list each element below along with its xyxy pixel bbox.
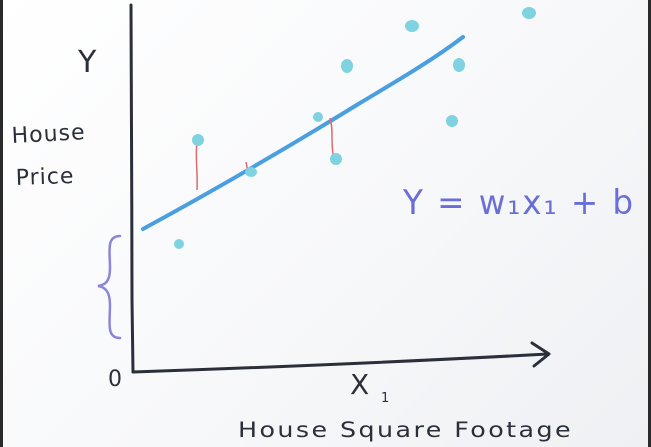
residual-line: [329, 117, 335, 159]
whiteboard-frame-left: [0, 0, 3, 447]
x-axis-subscript: 1: [381, 391, 389, 406]
data-point: [313, 112, 323, 122]
data-points: [174, 7, 536, 249]
regression-equation: Y = w₁x₁ + b: [402, 183, 635, 223]
regression-line: [141, 35, 465, 231]
residuals: [195, 117, 335, 191]
data-point: [330, 153, 342, 165]
y-axis-name-line2: Price: [15, 164, 75, 191]
data-point: [405, 20, 419, 32]
x-axis-arrowhead: [530, 341, 551, 368]
x-axis-name: House Square Footage: [238, 418, 573, 442]
y-axis: [129, 3, 135, 374]
data-point: [174, 239, 184, 249]
data-point: [245, 167, 257, 177]
data-point: [192, 134, 204, 146]
y-axis-letter: Y: [77, 45, 97, 80]
x-axis-letter: X: [350, 368, 369, 401]
data-point: [341, 59, 353, 73]
data-point: [522, 7, 536, 19]
data-point: [446, 115, 458, 127]
origin-label: 0: [108, 367, 122, 392]
data-point: [453, 58, 465, 72]
axes: [129, 3, 551, 374]
intercept-brace: [97, 234, 122, 340]
residual-line: [195, 141, 198, 191]
y-axis-name-line1: House: [11, 120, 86, 149]
x-axis: [131, 352, 550, 374]
whiteboard-frame-right: [648, 0, 651, 447]
